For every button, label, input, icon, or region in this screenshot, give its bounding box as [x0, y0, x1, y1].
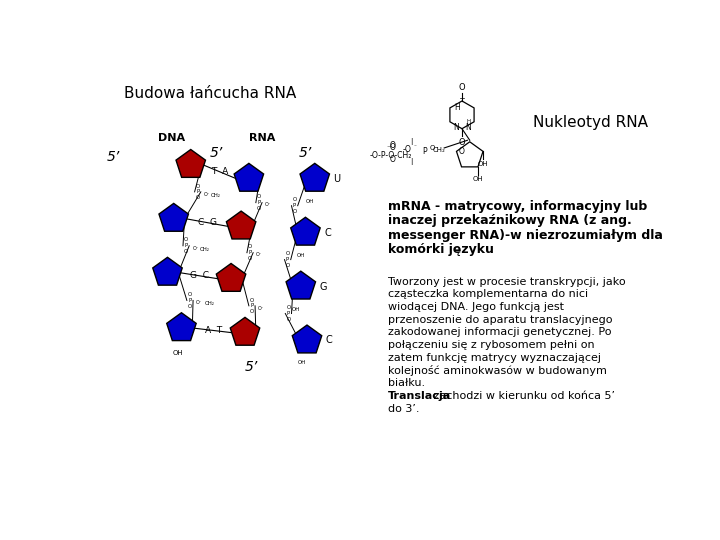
Text: CH₂: CH₂ — [210, 193, 220, 198]
Text: -O: -O — [402, 145, 412, 154]
Text: O
P
O: O P O — [184, 238, 188, 254]
Text: O
P
O: O P O — [286, 251, 289, 268]
Text: O⁻: O⁻ — [258, 306, 264, 310]
Polygon shape — [300, 164, 330, 191]
Text: 5’: 5’ — [210, 146, 223, 160]
Text: O: O — [459, 138, 465, 147]
Text: 5’: 5’ — [299, 146, 312, 160]
Text: |: | — [410, 158, 413, 165]
Text: O
P
O: O P O — [250, 298, 254, 314]
Polygon shape — [167, 313, 196, 341]
Text: O⁻: O⁻ — [204, 192, 210, 197]
Text: połączeniu się z rybosomem pełni on: połączeniu się z rybosomem pełni on — [388, 340, 595, 350]
Polygon shape — [159, 204, 189, 231]
Text: komórki języku: komórki języku — [388, 244, 494, 256]
Text: O
P
O: O P O — [188, 292, 192, 309]
Text: OH: OH — [292, 307, 300, 312]
Polygon shape — [450, 101, 474, 129]
Polygon shape — [456, 142, 483, 167]
Text: H: H — [454, 104, 459, 112]
Text: O⁻: O⁻ — [192, 246, 199, 251]
Text: do 3’.: do 3’. — [388, 403, 420, 414]
Polygon shape — [230, 318, 260, 345]
Text: O
P
O: O P O — [248, 245, 252, 261]
Text: O
P
O: O P O — [257, 194, 261, 211]
Polygon shape — [292, 325, 322, 353]
Text: CH₂: CH₂ — [432, 146, 445, 152]
Polygon shape — [226, 211, 256, 239]
Text: |: | — [410, 138, 413, 145]
Text: messenger RNA)-w niezrozumiałym dla: messenger RNA)-w niezrozumiałym dla — [388, 229, 663, 242]
Polygon shape — [176, 150, 205, 177]
Text: T  A: T A — [211, 167, 228, 177]
Polygon shape — [291, 217, 320, 245]
Text: C  G: C G — [198, 218, 217, 227]
Text: 5’: 5’ — [107, 150, 120, 164]
Text: kolejność aminokwasów w budowanym: kolejność aminokwasów w budowanym — [388, 366, 607, 376]
Text: cząsteczka komplementarna do nici: cząsteczka komplementarna do nici — [388, 289, 588, 299]
Text: zatem funkcję matrycy wyznaczającej: zatem funkcję matrycy wyznaczającej — [388, 353, 601, 363]
Polygon shape — [216, 264, 246, 291]
Text: ⁻O: ⁻O — [386, 144, 396, 152]
Text: Budowa łańcucha RNA: Budowa łańcucha RNA — [124, 86, 296, 102]
Text: inaczej przekaźnikowy RNA (z ang.: inaczej przekaźnikowy RNA (z ang. — [388, 214, 632, 227]
Text: OH: OH — [172, 350, 183, 356]
Text: OH: OH — [297, 253, 305, 258]
Text: Nukleotyd RNA: Nukleotyd RNA — [534, 115, 648, 130]
Text: OH: OH — [477, 160, 488, 167]
Text: H: H — [467, 119, 471, 124]
Text: CH₂: CH₂ — [205, 301, 215, 306]
Text: 5’: 5’ — [245, 360, 258, 374]
Text: O: O — [390, 141, 395, 150]
Polygon shape — [153, 257, 182, 285]
Text: CH₂: CH₂ — [199, 247, 210, 252]
Polygon shape — [234, 164, 264, 191]
Text: zakodowanej informacji genetycznej. Po: zakodowanej informacji genetycznej. Po — [388, 327, 612, 338]
Text: O: O — [459, 83, 465, 92]
Text: Tworzony jest w procesie transkrypcji, jako: Tworzony jest w procesie transkrypcji, j… — [388, 276, 626, 287]
Text: G: G — [320, 281, 327, 292]
Text: Translacja: Translacja — [388, 391, 451, 401]
Text: wiodącej DNA. Jego funkcją jest: wiodącej DNA. Jego funkcją jest — [388, 302, 564, 312]
Text: O
P
O: O P O — [292, 198, 297, 214]
Text: OH: OH — [306, 199, 315, 204]
Text: O
P
O: O P O — [287, 305, 291, 322]
Text: O⁻: O⁻ — [256, 253, 263, 258]
Polygon shape — [286, 271, 315, 299]
Text: N: N — [465, 123, 471, 132]
Text: OH: OH — [298, 361, 307, 366]
Text: ⁻: ⁻ — [414, 145, 417, 151]
Text: O: O — [390, 155, 395, 164]
Text: C: C — [324, 228, 330, 238]
Text: O: O — [430, 145, 435, 151]
Text: białku.: białku. — [388, 378, 426, 388]
Text: O: O — [459, 147, 464, 156]
Text: P: P — [423, 147, 427, 156]
Text: O⁻: O⁻ — [265, 202, 271, 207]
Text: przenoszenie do aparatu translacyjnego: przenoszenie do aparatu translacyjnego — [388, 315, 613, 325]
Text: N: N — [453, 123, 459, 132]
Text: O
P
O: O P O — [196, 184, 200, 200]
Text: DNA: DNA — [158, 132, 185, 143]
Text: U: U — [333, 174, 341, 184]
Text: G  C: G C — [190, 271, 209, 280]
Text: -O-P-O-CH₂: -O-P-O-CH₂ — [369, 151, 412, 160]
Text: RNA: RNA — [249, 132, 275, 143]
Text: O⁻: O⁻ — [196, 300, 202, 305]
Text: A  T: A T — [204, 326, 222, 335]
Text: zachodzi w kierunku od końca 5’: zachodzi w kierunku od końca 5’ — [431, 391, 615, 401]
Text: mRNA - matrycowy, informacyjny lub: mRNA - matrycowy, informacyjny lub — [388, 200, 647, 213]
Text: OH: OH — [472, 176, 483, 182]
Text: C: C — [325, 335, 333, 346]
